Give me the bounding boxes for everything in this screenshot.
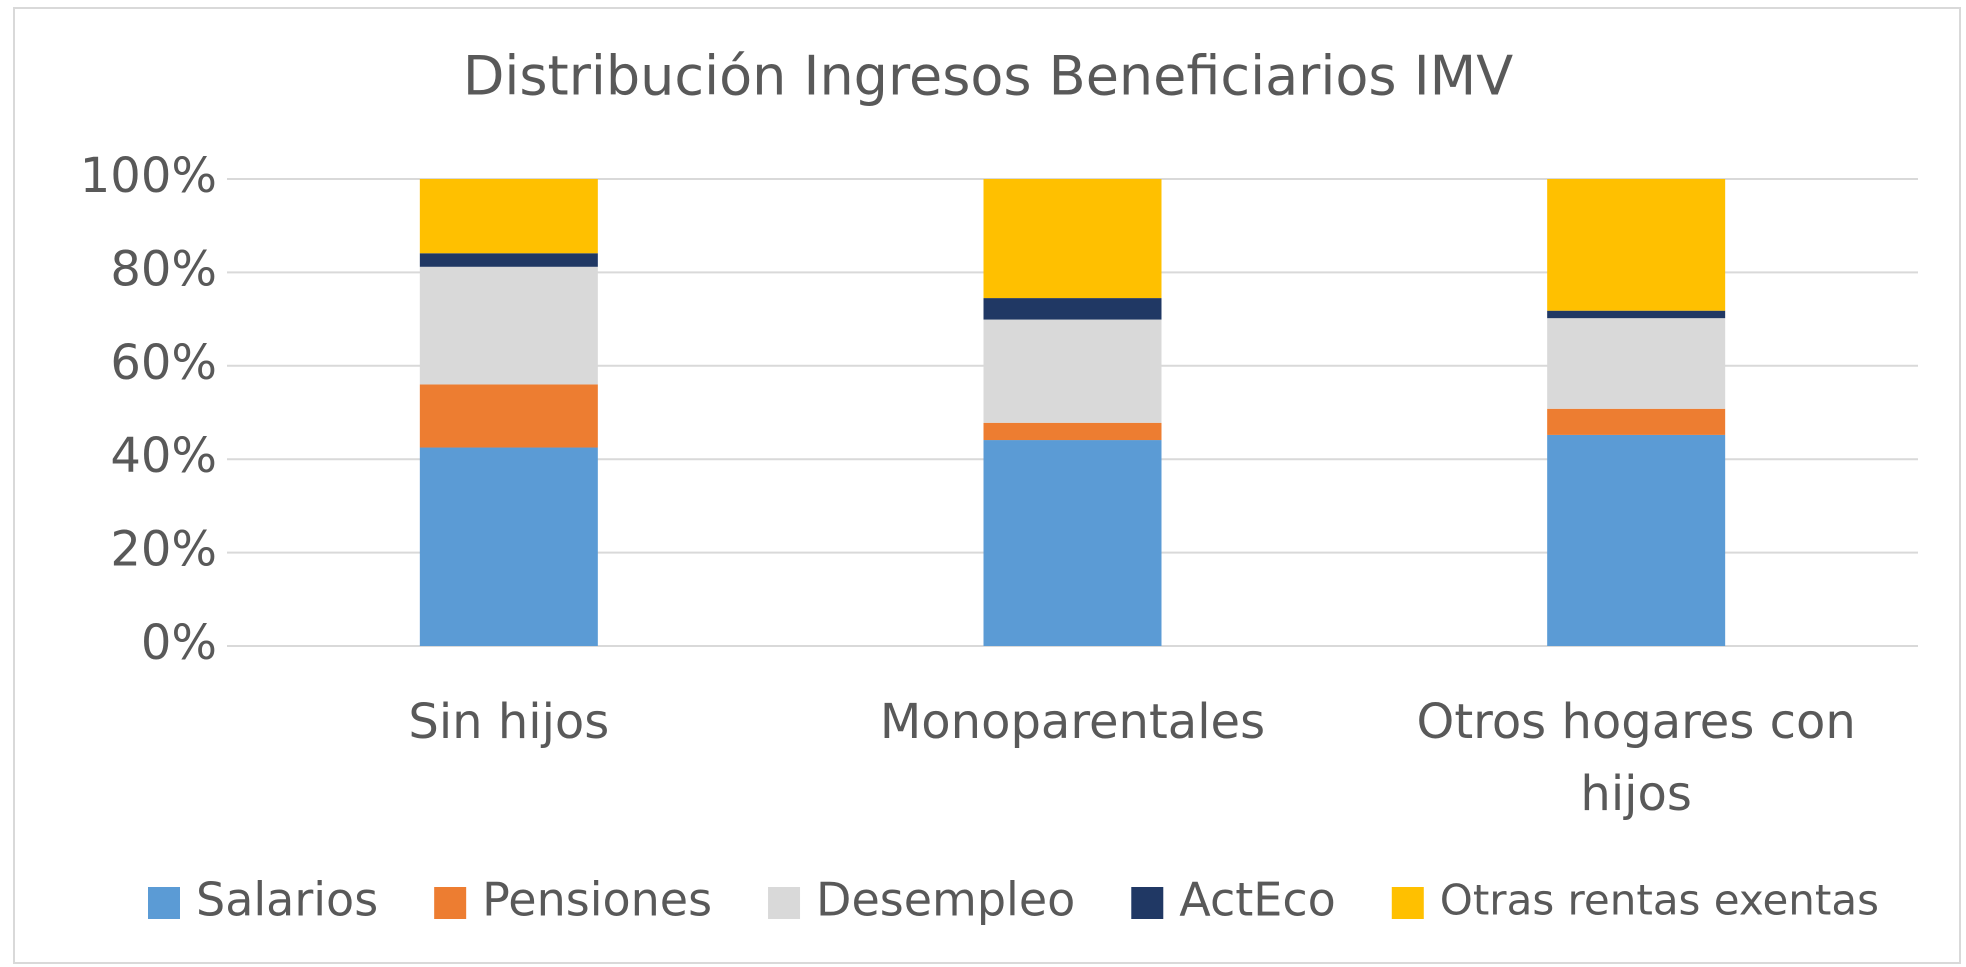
bar-segment	[1547, 318, 1726, 409]
y-tick-label: 20%	[110, 522, 217, 578]
bar-segment	[983, 319, 1162, 423]
bar-segment	[983, 298, 1162, 320]
bar-segment	[419, 384, 598, 448]
x-tick-label: Otros hogares con hijos	[1417, 694, 1856, 822]
bar-segment	[983, 422, 1162, 441]
bar-segment	[983, 179, 1162, 299]
x-tick-label: Sin hijos	[408, 694, 609, 750]
bar-segment	[1547, 310, 1726, 319]
bar-segment	[1547, 179, 1726, 311]
legend-label: Desempleo	[816, 873, 1075, 927]
legend-swatch	[1131, 887, 1164, 919]
legend-swatch	[768, 887, 801, 919]
chart-title: Distribución Ingresos Beneficiarios IMV	[463, 45, 1513, 108]
y-tick-label: 40%	[110, 428, 217, 484]
bar-segment	[983, 440, 1162, 646]
bar-segment	[419, 447, 598, 646]
y-tick-label: 60%	[110, 335, 217, 391]
bar-segment	[419, 253, 598, 267]
y-tick-label: 100%	[80, 148, 217, 204]
legend-label: Otras rentas exentas	[1440, 876, 1879, 925]
legend-swatch	[148, 887, 180, 919]
legend-label: Salarios	[196, 873, 378, 927]
legend-swatch	[1391, 887, 1424, 919]
y-tick-label: 80%	[110, 241, 217, 297]
bar-segment	[419, 266, 598, 385]
x-tick-label: Monoparentales	[880, 694, 1265, 750]
bar-segment	[419, 179, 598, 254]
legend-swatch	[434, 887, 467, 919]
bar-segment	[1547, 434, 1726, 646]
legend-label: Pensiones	[482, 873, 712, 927]
y-tick-label: 0%	[141, 615, 217, 671]
bar-segment	[1547, 408, 1726, 435]
legend-label: ActEco	[1179, 873, 1336, 927]
